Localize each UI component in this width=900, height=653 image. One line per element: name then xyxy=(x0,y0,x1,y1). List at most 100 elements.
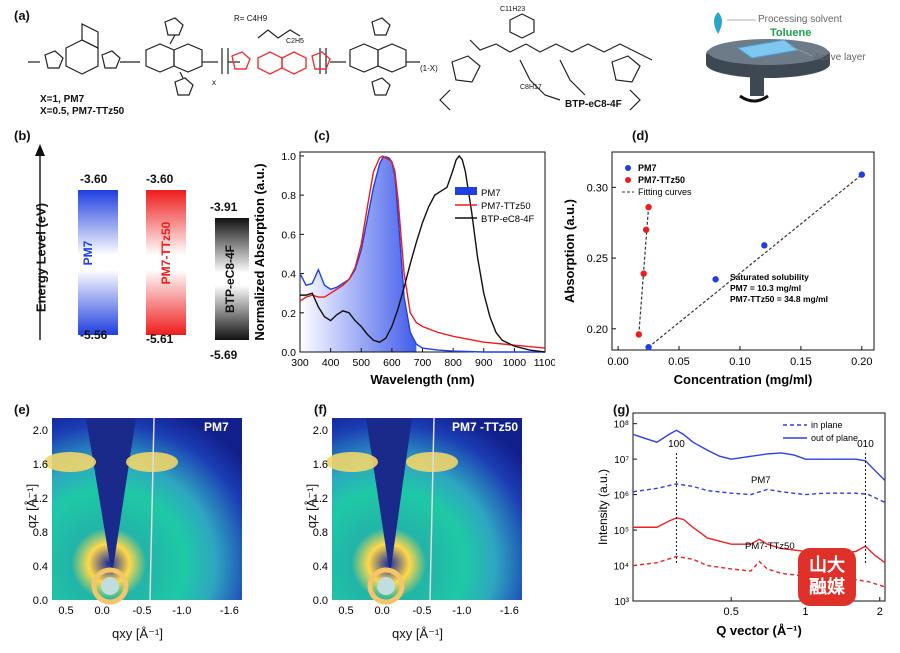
chart-g-ytick-label: 10⁴ xyxy=(614,562,629,573)
giwaxs-xtick-label: -0.5 xyxy=(133,605,152,617)
chart-c-ytick-label: 0.8 xyxy=(281,190,296,202)
chart-d-point xyxy=(645,203,652,211)
giwaxs-xtick-label: -1.6 xyxy=(220,605,239,617)
chart-g-frame xyxy=(632,412,886,602)
chart-d-point xyxy=(858,171,866,178)
chart-c-ytick-label: 0.6 xyxy=(281,229,296,241)
chart-c-legend-swatch xyxy=(455,187,477,195)
c8h17-label: C8H17 xyxy=(520,84,542,91)
chart-g-xtick-label: 2 xyxy=(877,606,883,618)
chart-d-legend-fit-label: Fitting curves xyxy=(638,187,692,197)
chart-c-legend-label: PM7 xyxy=(481,188,501,199)
panel-b-ylabel: Energy Level (eV) xyxy=(33,202,49,313)
panel-a-structures xyxy=(28,12,830,111)
device-solvent-name: Toluene xyxy=(770,27,812,39)
chart-g-legend-label: in plane xyxy=(811,420,843,430)
chart-g-series-line-0 xyxy=(632,429,886,481)
chart-g-legend-label: out of plane xyxy=(811,433,858,443)
chart-c-xtick-label: 900 xyxy=(475,357,493,369)
chart-g-xlabel: Q vector (Å⁻¹) xyxy=(716,623,802,638)
panel-d-solubility-chart: 0.00 0.05 0.10 0.15 0.20 0.20 0.25 0.30 PM7 PM7-T… xyxy=(562,151,875,387)
chart-g-ytick-label: 10⁸ xyxy=(614,420,629,431)
panel-g-label: (g) xyxy=(613,402,630,417)
chart-c-series-line-1 xyxy=(299,155,546,349)
acceptor-name: BTP-eC8-4F xyxy=(565,99,622,110)
chart-d-ylabel: Absorption (a.u.) xyxy=(562,199,577,303)
chart-c-series-line-2 xyxy=(300,154,546,353)
giwaxs-ytick-label: 0.4 xyxy=(313,561,328,573)
thiophene-ring xyxy=(44,50,64,69)
btp-bar-label: BTP-eC8-4F xyxy=(223,245,237,314)
panel-f-map xyxy=(326,417,522,605)
chart-g-peak-label: 010 xyxy=(857,439,874,450)
chart-c-xtick-label: 1000 xyxy=(503,357,527,369)
giwaxs-ytick-label: 1.2 xyxy=(313,493,328,505)
device-layer-label: Active layer xyxy=(814,52,866,63)
chart-g-ytick-label: 10⁶ xyxy=(614,491,629,502)
chart-d-annotation: PM7 = 10.3 mg/ml xyxy=(730,283,801,293)
chart-d-point xyxy=(645,343,652,351)
btp-homo: -5.69 xyxy=(210,348,238,362)
giwaxs-ytick-label: 2.0 xyxy=(313,425,328,437)
watermark-line1: 山大 xyxy=(809,555,845,575)
giwaxs-ytick-label: 0.8 xyxy=(33,527,48,539)
giwaxs-xtick-label: -1.6 xyxy=(500,605,519,617)
chart-g-ytick-label: 10³ xyxy=(615,597,630,608)
chart-d-legend-marker xyxy=(625,165,631,171)
polymer-note-pm7: X=1, PM7 xyxy=(40,94,85,105)
pm7-bar-label: PM7 xyxy=(81,240,95,266)
giwaxs-ytick-label: 0.4 xyxy=(33,561,48,573)
panel-f-ylabel: qz [Å⁻¹] xyxy=(304,483,319,529)
r-c2h5: C2H5 xyxy=(286,38,304,45)
chart-d-legend-label: PM7-TTz50 xyxy=(638,175,685,185)
pm7-ttz50-lumo: -3.60 xyxy=(146,172,174,186)
x-subscript: x xyxy=(212,78,216,87)
chart-c-ylabel: Normalized Absorption (a.u.) xyxy=(252,163,267,340)
chart-c-legend-label: PM7-TTz50 xyxy=(481,201,531,212)
chart-c-xlabel: Wavelength (nm) xyxy=(370,372,474,387)
panel-c-label: (c) xyxy=(314,128,330,143)
chart-c-legend-label: BTP-eC8-4F xyxy=(481,214,535,225)
chart-d-annotation: Saturated solubility xyxy=(730,272,809,282)
chart-c-series-line-0 xyxy=(299,156,545,353)
r-equals: R= xyxy=(234,14,245,23)
chart-c-xtick-label: 1100 xyxy=(534,357,555,369)
chart-d-xtick-label: 0.10 xyxy=(729,356,750,368)
pm7-lumo: -3.60 xyxy=(80,172,108,186)
rotation-arrow-icon xyxy=(739,94,769,103)
panel-f-label: (f) xyxy=(314,402,327,417)
chart-d-frame xyxy=(611,151,875,351)
chart-d-point xyxy=(635,331,643,338)
panel-e-label: (e) xyxy=(14,402,30,417)
giwaxs-xtick-label: 0.5 xyxy=(58,605,73,617)
chart-d-point xyxy=(761,242,768,249)
chart-d-ytick-label: 0.20 xyxy=(587,324,608,336)
chart-d-fit-line-0 xyxy=(648,174,863,348)
chart-d-xtick-label: 0.05 xyxy=(668,356,689,368)
panel-c-absorption-chart: 300 400 500 600 700 800 900 1000 1100 0.0 0.2 0.4 0.… xyxy=(252,151,555,387)
polymer-note-pm7-ttz50: X=0.5, PM7-TTz50 xyxy=(40,106,125,117)
chart-d-point xyxy=(712,276,719,283)
chart-c-xtick-label: 800 xyxy=(444,357,462,369)
panel-e-title: PM7 xyxy=(204,420,229,434)
chart-c-ytick-label: 0.2 xyxy=(281,308,296,320)
chart-c-ytick-label: 1.0 xyxy=(281,151,296,163)
chart-d-xlabel: Concentration (mg/ml) xyxy=(674,372,813,387)
chart-g-series-label-pm7: PM7 xyxy=(751,475,771,486)
chart-d-point xyxy=(640,270,647,277)
panel-d-label: (d) xyxy=(632,128,649,143)
giwaxs-ytick-label: 0.8 xyxy=(313,527,328,539)
chart-c-xtick-label: 600 xyxy=(383,357,401,369)
bdt-core-ring xyxy=(145,43,175,73)
giwaxs-xtick-label: -1.0 xyxy=(172,605,191,617)
pm7-ttz50-bar-label: PM7-TTz50 xyxy=(159,221,173,285)
panel-b-label: (b) xyxy=(14,128,31,143)
c11h23-label-top: C11H23 xyxy=(500,6,526,13)
energy-axis-arrow-icon xyxy=(35,144,45,156)
chart-c-xtick-label: 300 xyxy=(291,357,309,369)
panel-g-linecut-chart: 0.5 1 2 10³ 10⁴ 10⁵ 10⁶ 10⁷ 10⁸ 100 010 PM7 PM7-TTz5… xyxy=(596,412,886,638)
chart-g-series-line-1 xyxy=(632,483,886,504)
watermark-logo: 山大 融媒 xyxy=(798,548,856,606)
giwaxs-ytick-label: 2.0 xyxy=(33,425,48,437)
chart-d-annotation: PM7-TTz50 = 34.8 mg/ml xyxy=(730,294,828,304)
